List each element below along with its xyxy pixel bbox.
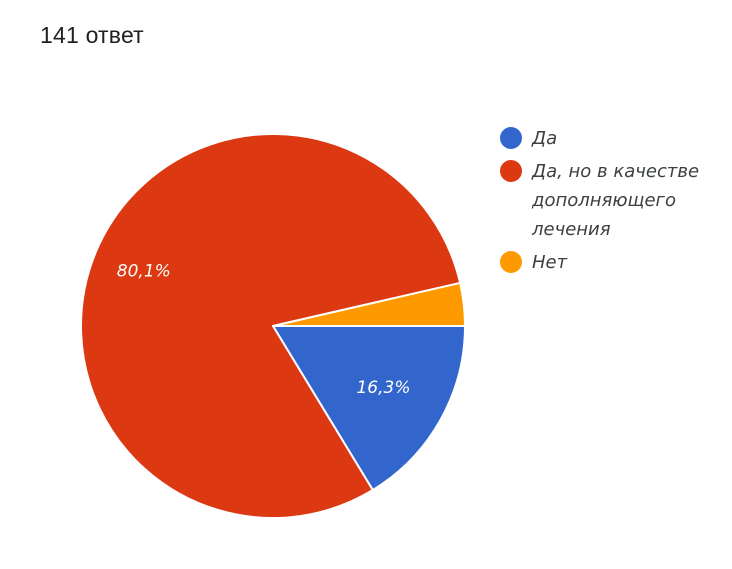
pie-slice-da[interactable] (272, 325, 466, 492)
pie-slice-net[interactable] (272, 281, 466, 327)
legend-swatch-da (500, 127, 522, 149)
legend-item-net[interactable]: Нет (500, 248, 720, 277)
legend-label-da-no: Да, но в качестве дополняющего лечения (532, 161, 700, 240)
slice-label-da-no: 80,1% (117, 262, 171, 282)
legend-label-net: Нет (532, 252, 568, 273)
legend-label-da: Да (532, 128, 558, 149)
response-count: 141 ответ (40, 22, 144, 48)
chart-legend: Да Да, но в качестве дополняющего лечени… (500, 124, 720, 281)
slice-label-da: 16,3% (356, 378, 410, 398)
legend-item-da[interactable]: Да (500, 124, 720, 153)
pie-slice-da-no[interactable] (80, 133, 462, 519)
legend-item-da-no[interactable]: Да, но в качестве дополняющего лечения (500, 157, 720, 244)
legend-swatch-net (500, 251, 522, 273)
legend-swatch-da-no (500, 160, 522, 182)
